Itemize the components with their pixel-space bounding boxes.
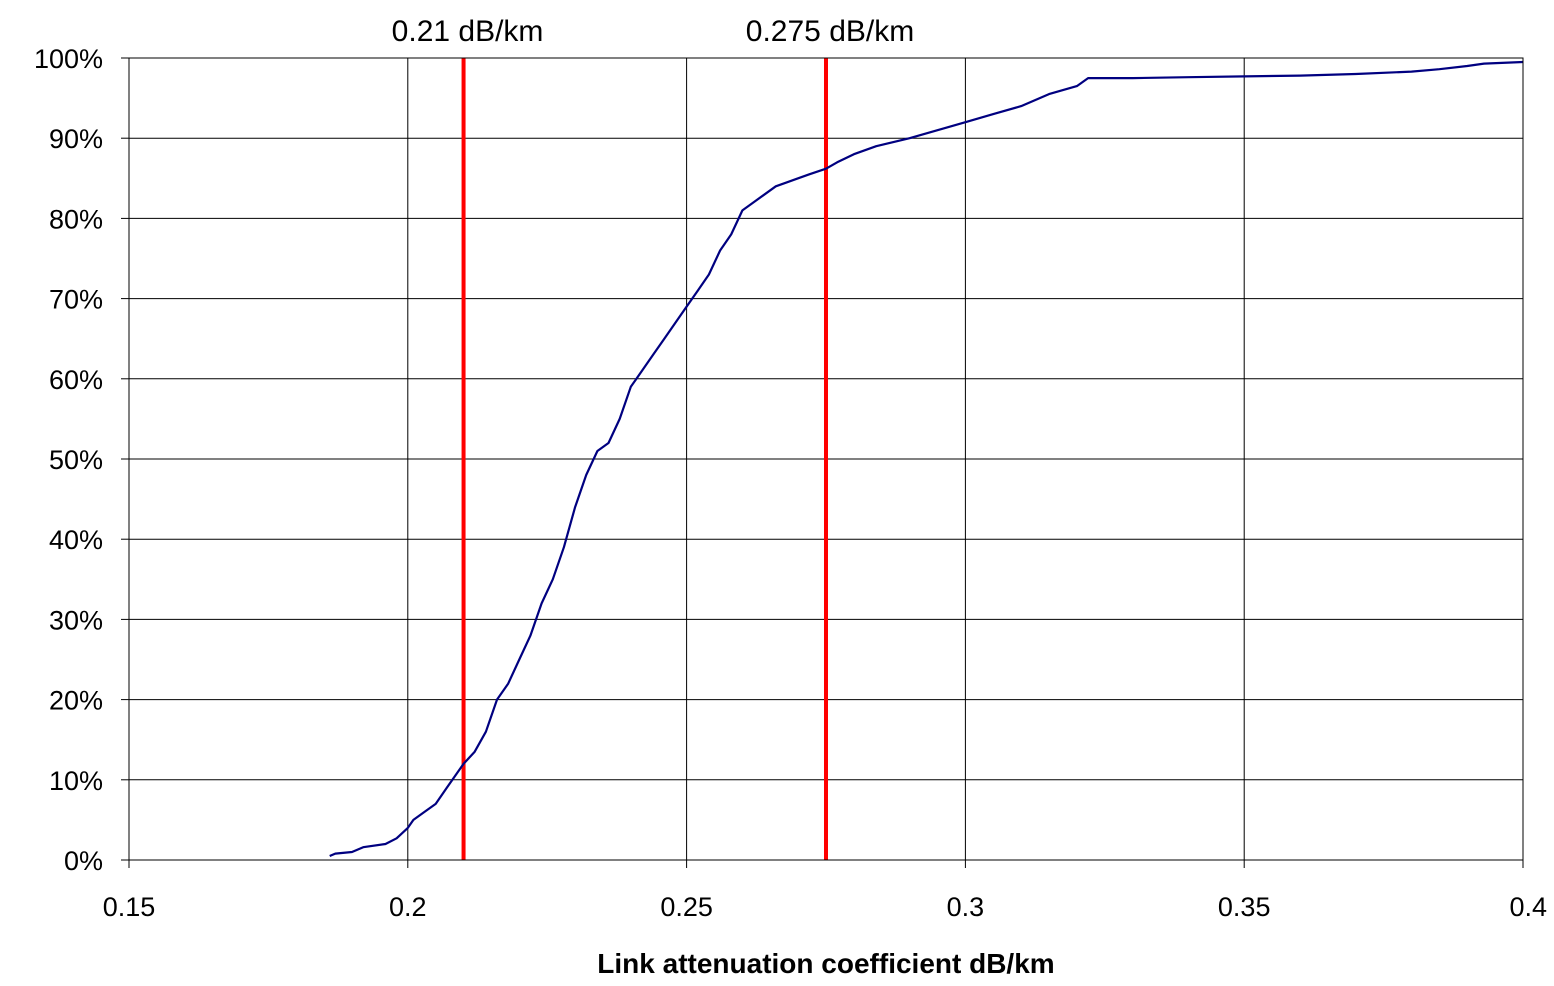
x-tick-label: 0.15 — [103, 892, 156, 922]
reference-line-label: 0.275 dB/km — [746, 15, 914, 48]
reference-lines — [461, 58, 828, 860]
y-tick-label: 90% — [49, 124, 103, 154]
axes — [121, 57, 1524, 868]
y-tick-label: 10% — [49, 766, 103, 796]
reference-line-label: 0.21 dB/km — [392, 15, 544, 48]
series-layer — [329, 60, 1524, 858]
x-tick-label: 0.4 — [1509, 892, 1547, 922]
y-tick-label: 80% — [49, 204, 103, 234]
y-tick-label: 50% — [49, 445, 103, 475]
y-tick-label: 40% — [49, 525, 103, 555]
plot-border — [128, 57, 1524, 861]
x-tick-label: 0.35 — [1218, 892, 1271, 922]
y-tick-label: 60% — [49, 365, 103, 395]
y-tick-label: 100% — [34, 44, 103, 74]
x-tick-label: 0.3 — [947, 892, 985, 922]
x-tick-label: 0.25 — [660, 892, 713, 922]
x-axis-title: Link attenuation coefficient dB/km — [597, 948, 1054, 979]
x-tick-label: 0.2 — [389, 892, 427, 922]
labels: 0% 10% 20% 30% 40% 50% 60% 70% 80% 90% 100% 0.15 0.2… — [34, 15, 1547, 922]
y-tick-label: 70% — [49, 285, 103, 315]
cdf-line — [329, 60, 1524, 858]
y-tick-label: 30% — [49, 605, 103, 635]
y-tick-label: 0% — [64, 846, 103, 876]
y-tick-label: 20% — [49, 686, 103, 716]
